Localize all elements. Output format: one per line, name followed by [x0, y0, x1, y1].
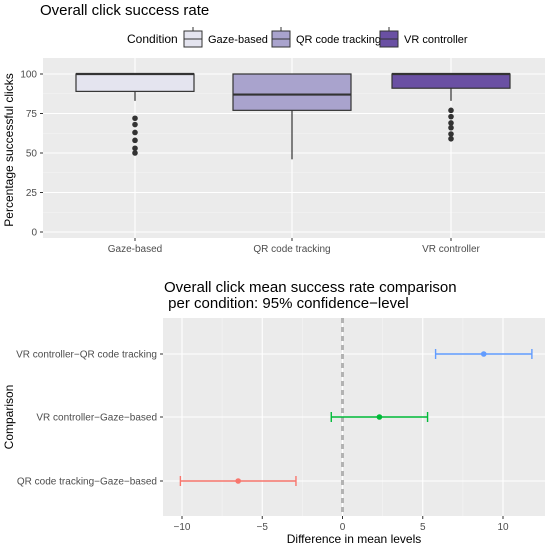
comparison-errorbars [179, 349, 533, 486]
legend-title: Condition [127, 32, 178, 46]
boxplot-y-axis-label: Percentage successful clicks [2, 73, 16, 226]
y-tick-label: QR code tracking−Gaze−based [17, 477, 157, 488]
mean-difference-point [376, 414, 383, 420]
outlier-point [448, 113, 454, 120]
y-tick-label: 100 [20, 70, 37, 81]
y-tick-label: 0 [31, 228, 37, 239]
box-body [232, 73, 352, 111]
box-1 [232, 73, 352, 160]
x-tick-label: −5 [257, 522, 269, 533]
outlier-point [448, 107, 454, 114]
x-tick-label: −10 [174, 522, 191, 533]
errorbar-2 [179, 476, 297, 486]
legend-entry-1: QR code tracking [271, 27, 381, 48]
legend-label-2: VR controller [404, 34, 468, 46]
legend-label-0: Gaze-based [208, 34, 268, 46]
legend-entry-2: VR controller [379, 27, 468, 48]
boxplot-boxes [75, 72, 511, 160]
y-tick-label: 75 [26, 109, 38, 120]
comparison-x-ticks: −10 −5 0 5 10 [174, 516, 509, 533]
comparison-y-axis-label: Comparison [2, 385, 16, 450]
outlier-point [132, 121, 138, 128]
errorbar-0 [434, 349, 533, 359]
outlier-point [132, 137, 138, 144]
outlier-point [132, 129, 138, 136]
y-tick-label: 25 [26, 188, 38, 199]
mean-difference-point [480, 351, 487, 357]
box-body [75, 73, 195, 92]
errorbar-1 [330, 412, 429, 422]
outlier-point [448, 131, 454, 137]
legend-entry-0: Gaze-based [183, 27, 268, 48]
boxplot-y-ticks: 0 25 50 75 100 [20, 70, 43, 239]
outlier-point [448, 135, 454, 142]
outlier-point [132, 115, 138, 122]
y-tick-label: 50 [26, 149, 38, 160]
boxplot-legend: Condition Gaze-based QR code tracking VR… [127, 27, 468, 48]
outlier-point [132, 150, 138, 156]
boxplot-x-ticks: Gaze-based QR code tracking VR controller [108, 238, 481, 255]
y-tick-label: VR controller−QR code tracking [16, 350, 157, 361]
outlier-point [132, 145, 138, 152]
comparison-title-line2: per condition: 95% confidence−level [164, 295, 409, 312]
x-tick-label: VR controller [422, 244, 480, 255]
outlier-point [448, 124, 454, 131]
x-tick-label: QR code tracking [253, 244, 330, 255]
outlier-point [448, 120, 454, 126]
y-tick-label: VR controller−Gaze−based [36, 413, 157, 424]
x-tick-label: Gaze-based [108, 244, 162, 255]
boxplot-title: Overall click success rate [40, 2, 209, 19]
x-tick-label: 5 [420, 522, 426, 533]
box-body [391, 73, 511, 89]
x-tick-label: 0 [340, 522, 346, 533]
box-2 [391, 72, 511, 142]
comparison-y-ticks: VR controller−QR code tracking VR control… [16, 350, 163, 488]
comparison-title-line1: Overall click mean success rate comparis… [164, 279, 457, 296]
mean-difference-point [235, 478, 241, 484]
box-0 [75, 72, 195, 156]
legend-label-1: QR code tracking [296, 34, 381, 46]
x-tick-label: 10 [497, 522, 509, 533]
comparison-x-axis-label: Difference in mean levels [287, 532, 422, 546]
